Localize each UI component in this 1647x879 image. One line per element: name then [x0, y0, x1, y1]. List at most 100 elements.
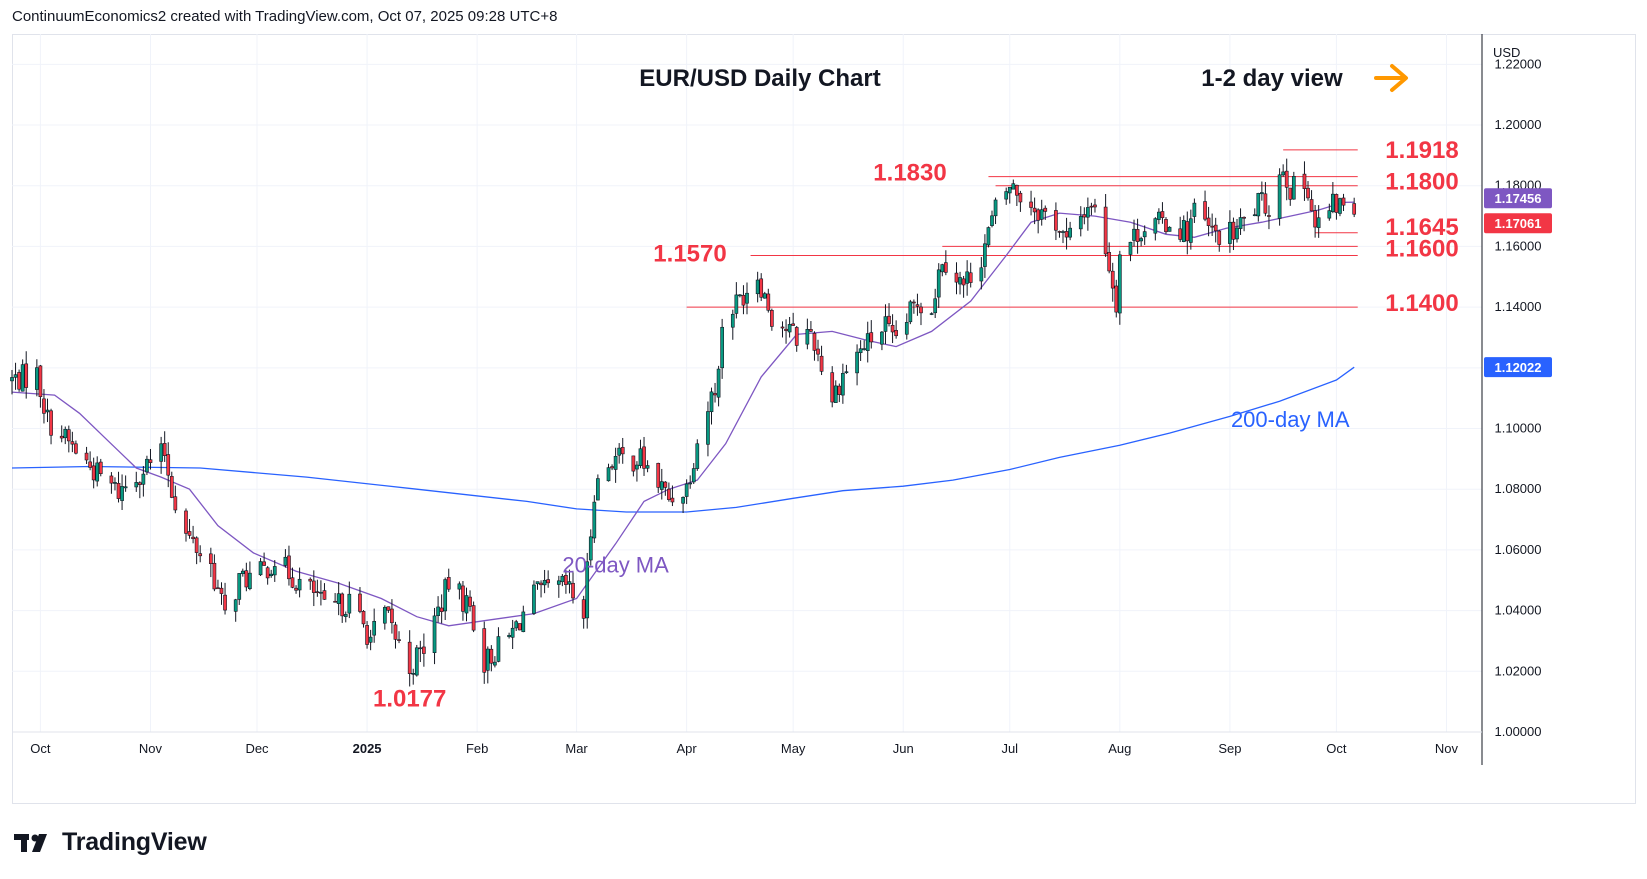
candle — [496, 627, 501, 663]
candle — [17, 369, 21, 392]
candle — [141, 465, 146, 497]
candle — [166, 442, 171, 488]
candle — [1015, 184, 1019, 206]
candle — [1139, 236, 1143, 247]
candle — [1178, 216, 1183, 243]
candle — [1117, 250, 1122, 325]
candle — [319, 580, 323, 606]
x-tick-label: Oct — [1326, 741, 1347, 756]
candle — [730, 309, 735, 340]
candle — [1206, 206, 1211, 237]
tradingview-logo[interactable]: TradingView — [14, 828, 207, 857]
candle — [642, 436, 646, 476]
candle — [830, 366, 835, 408]
candle — [1057, 230, 1062, 238]
candle — [865, 321, 870, 363]
candle — [446, 568, 451, 592]
x-tick-label: Dec — [245, 741, 269, 756]
arrow-right-icon — [1374, 64, 1408, 92]
candle — [567, 569, 572, 594]
svg-text:1.17456: 1.17456 — [1495, 191, 1542, 206]
annotation-label: 1.0177 — [373, 685, 446, 712]
price-tag: 1.17456 — [1484, 188, 1552, 209]
candle — [1231, 217, 1236, 251]
candle — [933, 288, 938, 319]
candle — [244, 562, 249, 592]
level-label: 1.1570 — [653, 241, 726, 268]
candle — [784, 319, 788, 344]
candle — [1181, 215, 1186, 243]
candle — [1235, 219, 1239, 243]
price-tag: 1.17061 — [1484, 213, 1552, 234]
candle — [1185, 211, 1190, 255]
tradingview-logo-text: TradingView — [62, 828, 207, 856]
candle — [88, 451, 92, 471]
candle — [432, 607, 437, 665]
candle — [1082, 207, 1087, 225]
candle — [1217, 229, 1222, 252]
candle — [745, 282, 749, 315]
level-label: 1.1400 — [1385, 290, 1458, 317]
candle — [961, 275, 966, 298]
candle — [645, 460, 650, 473]
candle — [145, 455, 149, 476]
candle — [610, 464, 614, 471]
candle — [780, 321, 785, 338]
candle — [1313, 204, 1317, 238]
price-tag: 1.12022 — [1484, 357, 1552, 378]
candle — [1281, 164, 1286, 177]
candle — [91, 457, 96, 489]
price-axis: USD1.220001.200001.180001.160001.140001.… — [1481, 34, 1552, 765]
candle — [66, 425, 71, 453]
candle — [1029, 190, 1033, 216]
annotation-label: 200-day MA — [1231, 407, 1350, 432]
candle — [272, 560, 277, 582]
candle — [1291, 171, 1296, 200]
candle — [162, 431, 167, 462]
ma20-line — [11, 201, 1355, 627]
candle — [485, 646, 490, 684]
candle — [45, 398, 50, 423]
candle — [1334, 193, 1339, 220]
candle — [368, 629, 373, 651]
candle — [1210, 213, 1214, 236]
view-label: 1-2 day view — [1201, 65, 1343, 92]
candle — [489, 645, 494, 672]
candle — [720, 318, 724, 379]
candle — [397, 631, 401, 644]
candle — [581, 595, 586, 629]
candle — [979, 257, 984, 290]
candle — [1135, 218, 1140, 254]
x-tick-label: Mar — [565, 741, 588, 756]
candle — [766, 288, 771, 313]
candle — [1103, 194, 1108, 257]
candle — [290, 567, 295, 589]
candle — [592, 495, 597, 543]
candle — [169, 471, 174, 499]
candle — [1114, 279, 1119, 318]
x-tick-label: Nov — [1435, 741, 1459, 756]
candle — [1007, 186, 1012, 204]
candle — [137, 481, 142, 499]
candle — [1018, 190, 1023, 212]
candle — [123, 475, 128, 492]
candle — [688, 475, 693, 489]
candle — [1064, 217, 1069, 250]
candle — [134, 471, 139, 492]
candle — [887, 303, 891, 327]
candle — [1242, 216, 1246, 232]
candle — [198, 545, 203, 563]
candle — [1142, 225, 1147, 245]
candle — [393, 621, 398, 649]
candle — [49, 408, 53, 445]
y-tick-label: 1.00000 — [1495, 724, 1542, 739]
candle — [915, 293, 920, 316]
annotation-label: 20-day MA — [562, 553, 669, 578]
candle — [1256, 192, 1261, 222]
candle — [606, 463, 611, 482]
candle — [20, 359, 25, 392]
candle — [681, 496, 685, 513]
candle — [347, 581, 352, 619]
